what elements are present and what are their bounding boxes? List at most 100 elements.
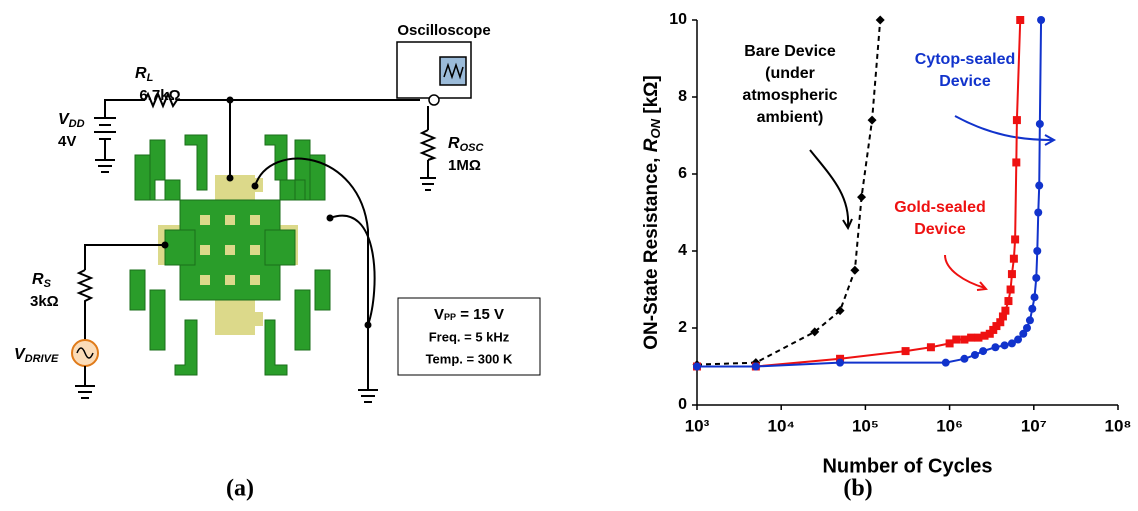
wire	[84, 244, 165, 340]
marker	[1022, 324, 1031, 332]
node	[226, 174, 234, 182]
marker	[960, 335, 969, 344]
rl-label: RL	[135, 65, 154, 84]
arrowhead	[842, 218, 853, 231]
marker	[1011, 235, 1020, 244]
resistor	[144, 91, 180, 109]
arrowhead	[976, 281, 988, 291]
rosc-label: ROSC	[448, 135, 484, 154]
marker	[1030, 293, 1039, 302]
symbol: V	[58, 111, 70, 128]
marker	[926, 343, 935, 352]
x-tick-label: 10³	[685, 416, 710, 435]
y-tick-label: 4	[678, 242, 687, 259]
x-tick-label: 10⁷	[1021, 416, 1047, 435]
symbol: V	[14, 346, 26, 363]
annotation: (under	[765, 65, 815, 82]
marker	[751, 362, 760, 371]
marker	[967, 333, 976, 342]
probe	[428, 94, 440, 106]
annotation-arrow	[944, 254, 986, 289]
rl-value: 6.7kΩ	[139, 87, 180, 104]
marker	[1006, 285, 1015, 294]
marker	[945, 339, 954, 348]
condition: Freq. = 5 kHz	[429, 329, 510, 344]
x-tick-label: 10⁸	[1105, 416, 1132, 435]
subscript: DRIVE	[25, 353, 59, 365]
marker	[1028, 304, 1037, 313]
waveform	[443, 62, 464, 80]
subscript: PP	[444, 312, 456, 322]
wire	[104, 99, 429, 178]
marker	[980, 331, 989, 340]
marker	[941, 358, 950, 367]
rosc-value: 1MΩ	[448, 157, 481, 174]
annotation: Cytop-sealed	[915, 51, 1015, 68]
marker	[1009, 254, 1018, 263]
y-label-part: R	[641, 138, 662, 152]
node	[226, 96, 234, 104]
x-tick-label: 10⁵	[852, 416, 879, 435]
y-tick-label: 0	[678, 396, 687, 413]
marker	[1012, 116, 1021, 125]
marker	[1012, 158, 1021, 167]
circuit: RL 6.7kΩ Oscilloscope VDD 4V ROSC 1MΩ RS…	[14, 22, 541, 403]
vdrive-label: VDRIVE	[14, 346, 59, 365]
x-axis-label: Number of Cycles	[822, 455, 992, 477]
marker	[1016, 16, 1025, 24]
sine	[76, 347, 94, 359]
marker	[974, 333, 983, 342]
annotation-arrow	[809, 149, 850, 227]
y-tick-label: 2	[678, 319, 687, 336]
marker	[836, 358, 845, 367]
marker	[1034, 208, 1043, 217]
marker	[1033, 247, 1042, 255]
wire	[254, 157, 376, 390]
y-label-part: ON-State Resistance,	[641, 152, 662, 349]
annotation-arrow	[954, 115, 1053, 141]
subscript: S	[44, 278, 52, 290]
marker	[970, 350, 979, 359]
marker	[1035, 119, 1044, 128]
condition: Temp. = 300 K	[426, 351, 513, 366]
marker	[960, 354, 969, 363]
marker	[1000, 341, 1009, 350]
marker	[1001, 306, 1010, 315]
ground	[420, 177, 436, 191]
marker	[1025, 316, 1034, 325]
subscript: OSC	[460, 142, 485, 154]
marker	[979, 347, 988, 356]
ground	[75, 366, 95, 399]
ground	[358, 389, 378, 403]
node	[364, 321, 372, 329]
marker	[693, 362, 701, 371]
subscript: DD	[69, 118, 85, 130]
marker	[867, 115, 877, 125]
marker	[901, 347, 910, 356]
y-tick-label: 10	[669, 11, 687, 28]
y-tick-label: 6	[678, 165, 687, 182]
resistor	[76, 269, 94, 305]
subscript: L	[147, 72, 154, 84]
symbol: R	[448, 135, 460, 152]
rs-label: RS	[32, 271, 52, 290]
osc-label: Oscilloscope	[397, 22, 490, 39]
marker	[875, 15, 885, 25]
marker	[810, 327, 820, 337]
panel-label: (a)	[226, 476, 254, 502]
y-label-part: ON	[648, 118, 663, 138]
arrowhead	[1044, 134, 1057, 146]
symbol: V	[434, 306, 444, 323]
annotation: Gold-sealed	[894, 199, 986, 216]
annotation: ambient)	[757, 109, 824, 126]
y-label-part: [kΩ]	[641, 75, 662, 119]
series-line	[697, 19, 1043, 368]
marker	[1014, 335, 1023, 344]
marker	[1037, 16, 1046, 24]
symbol: R	[135, 65, 147, 82]
marker	[952, 335, 961, 344]
marker	[857, 192, 867, 202]
annotation: Device	[914, 221, 966, 238]
marker	[1007, 270, 1016, 279]
